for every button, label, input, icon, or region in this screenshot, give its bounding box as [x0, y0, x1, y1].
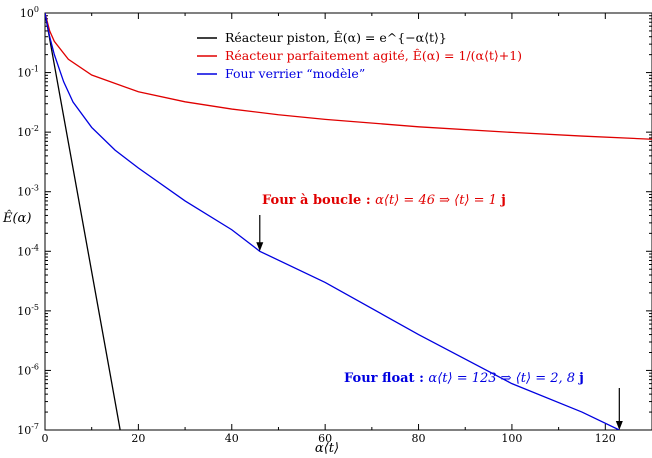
series-line-0 — [45, 13, 121, 430]
series-line-2 — [45, 13, 620, 430]
series-line-1 — [45, 13, 652, 140]
y-tick-label: 10-6 — [17, 362, 39, 377]
annotation-arrowhead-0 — [256, 242, 264, 252]
x-tick-label: 40 — [225, 432, 239, 445]
y-axis-label: Ê(α) — [2, 210, 31, 226]
y-tick-label: 10-7 — [17, 422, 39, 437]
x-tick-label: 120 — [595, 432, 616, 445]
y-tick-label: 10-4 — [17, 243, 39, 258]
y-tick-label: 10-5 — [17, 303, 39, 318]
x-tick-label: 0 — [42, 432, 49, 445]
annotation-label-0: Four à boucle : α⟨t⟩ = 46 ⇒ ⟨t⟩ = 1 j — [262, 193, 506, 208]
x-tick-label: 60 — [318, 432, 332, 445]
annotation-label-1: Four float : α⟨t⟩ = 123 ⇒ ⟨t⟩ = 2, 8 j — [344, 371, 584, 386]
x-tick-label: 80 — [412, 432, 426, 445]
legend-label-0: Réacteur piston, Ê(α) = e^{−α⟨t⟩} — [225, 30, 447, 45]
annotations: Four à boucle : α⟨t⟩ = 46 ⇒ ⟨t⟩ = 1 j Fou… — [256, 193, 623, 430]
legend-label-1: Réacteur parfaitement agité, Ê(α) = 1/(α… — [225, 48, 522, 63]
legend-label-2: Four verrier “modèle” — [225, 66, 365, 81]
annotation-arrowhead-1 — [615, 421, 623, 430]
axis-ticks: 0 20 40 60 80 100 120 100 10-1 10-2 10-3 10-4 10-5 10… — [17, 5, 652, 445]
y-tick-label: 100 — [20, 5, 39, 20]
y-tick-label: 10-2 — [17, 124, 39, 139]
y-tick-label: 10-3 — [17, 184, 39, 199]
x-axis-label: α⟨t⟩ — [315, 441, 339, 456]
plot-area-frame — [44, 12, 652, 431]
legend: Réacteur piston, Ê(α) = e^{−α⟨t⟩} Réacteu… — [197, 30, 522, 81]
y-tick-label: 10-1 — [17, 65, 39, 80]
series-layer — [45, 13, 652, 430]
x-tick-label: 20 — [131, 432, 145, 445]
x-tick-label: 100 — [501, 432, 522, 445]
